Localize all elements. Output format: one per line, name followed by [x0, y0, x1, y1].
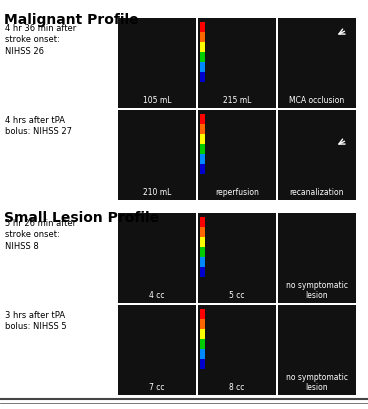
Text: 5 cc: 5 cc — [229, 291, 245, 300]
Bar — [118, 305, 196, 395]
Bar — [200, 154, 205, 164]
Bar — [200, 134, 205, 144]
Text: recanalization: recanalization — [290, 188, 344, 197]
Bar — [118, 110, 196, 200]
Bar — [200, 237, 205, 247]
Bar — [198, 110, 276, 200]
Bar — [200, 72, 205, 82]
Bar — [278, 18, 356, 108]
Bar — [200, 144, 205, 154]
Bar — [200, 257, 205, 267]
Bar — [200, 227, 205, 237]
Bar — [200, 32, 205, 42]
Bar — [200, 359, 205, 369]
Text: 105 mL: 105 mL — [143, 96, 171, 105]
Text: 210 mL: 210 mL — [143, 188, 171, 197]
Bar — [118, 18, 196, 108]
Bar — [198, 213, 276, 303]
Bar — [198, 305, 276, 395]
Bar — [200, 339, 205, 349]
Bar — [278, 213, 356, 303]
Bar — [278, 305, 356, 395]
Bar — [200, 247, 205, 257]
Bar — [200, 309, 205, 319]
Bar — [200, 217, 205, 227]
Bar — [200, 164, 205, 174]
Bar — [200, 349, 205, 359]
Text: reperfusion: reperfusion — [215, 188, 259, 197]
Text: 8 cc: 8 cc — [229, 383, 245, 392]
Bar — [200, 42, 205, 52]
Text: 215 mL: 215 mL — [223, 96, 251, 105]
Text: 4 cc: 4 cc — [149, 291, 165, 300]
Text: 4 hr 36 min after
stroke onset:
NIHSS 26: 4 hr 36 min after stroke onset: NIHSS 26 — [5, 24, 76, 56]
Text: Malignant Profile: Malignant Profile — [4, 13, 139, 27]
Text: MCA occlusion: MCA occlusion — [289, 96, 344, 105]
Bar — [278, 110, 356, 200]
Bar — [200, 319, 205, 329]
Bar — [200, 124, 205, 134]
Bar — [200, 52, 205, 62]
Text: 4 hrs after tPA
bolus: NIHSS 27: 4 hrs after tPA bolus: NIHSS 27 — [5, 116, 72, 137]
Bar — [200, 114, 205, 124]
Text: Small Lesion Profile: Small Lesion Profile — [4, 211, 159, 225]
Bar — [200, 62, 205, 72]
Bar — [200, 22, 205, 32]
Bar — [200, 329, 205, 339]
Bar — [200, 267, 205, 277]
Text: 3 hrs after tPA
bolus: NIHSS 5: 3 hrs after tPA bolus: NIHSS 5 — [5, 311, 67, 331]
Text: 5 hr 26 min after
stroke onset:
NIHSS 8: 5 hr 26 min after stroke onset: NIHSS 8 — [5, 219, 76, 251]
Text: no symptomatic
lesion: no symptomatic lesion — [286, 281, 348, 300]
Bar — [118, 213, 196, 303]
Text: no symptomatic
lesion: no symptomatic lesion — [286, 373, 348, 392]
Bar — [198, 18, 276, 108]
Text: 7 cc: 7 cc — [149, 383, 165, 392]
